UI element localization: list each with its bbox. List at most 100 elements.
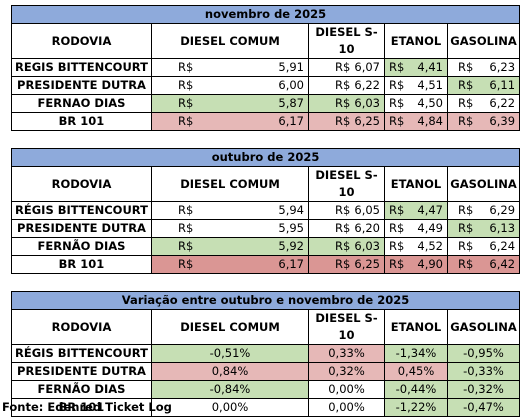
currency: R$ — [178, 239, 194, 253]
price-value: 6,11 — [489, 78, 516, 92]
variation-value: -0,95% — [446, 344, 521, 363]
road-name: PRESIDENTE DUTRA — [11, 219, 152, 238]
source-note: Fonte: Edenred Ticket Log — [2, 400, 172, 414]
currency: R$ — [389, 221, 405, 235]
price-value: 6,13 — [489, 221, 516, 235]
price-value: 6,24 — [489, 239, 516, 253]
price-cell: R$ 6,13 — [446, 219, 521, 238]
col-header-etanol: ETANOL — [384, 166, 448, 202]
currency: R$ — [335, 257, 351, 271]
price-cell: R$ 6,00 — [151, 76, 309, 95]
currency: R$ — [458, 96, 474, 110]
road-name: BR 101 — [11, 112, 152, 131]
price-value: 5,94 — [278, 203, 304, 217]
price-cell: R$ 5,94 — [151, 201, 309, 220]
price-value: 4,49 — [417, 221, 443, 235]
price-cell: R$ 4,41 — [384, 58, 448, 77]
table-row: BR 101 R$ 6,17 R$ 6,25 R$ 4,84 R$ 6,39 — [11, 112, 521, 131]
table-variacao: Variação entre outubro e novembro de 202… — [10, 291, 521, 417]
currency: R$ — [178, 203, 194, 217]
variation-value: -1,22% — [384, 398, 448, 417]
price-value: 6,20 — [354, 221, 380, 235]
price-value: 6,42 — [489, 257, 516, 271]
table-row: PRESIDENTE DUTRA R$ 6,00 R$ 6,22 R$ 4,51 R$… — [11, 76, 521, 95]
price-value: 6,25 — [354, 257, 380, 271]
road-name: BR 101 — [11, 255, 152, 274]
price-value: 4,51 — [417, 78, 443, 92]
col-header-etanol: ETANOL — [384, 23, 448, 59]
currency: R$ — [458, 221, 474, 235]
price-value: 5,91 — [278, 60, 304, 74]
table-row: FERNÃO DIAS -0,84% 0,00% -0,44% -0,32% — [11, 380, 521, 399]
currency: R$ — [458, 239, 474, 253]
col-header-diesel: DIESEL COMUM — [151, 309, 309, 345]
price-value: 6,22 — [489, 96, 516, 110]
price-cell: R$ 4,90 — [384, 255, 448, 274]
price-value: 6,39 — [489, 114, 516, 128]
price-cell: R$ 6,25 — [308, 255, 385, 274]
variation-value: -0,32% — [446, 380, 521, 399]
price-value: 6,03 — [354, 96, 380, 110]
price-cell: R$ 5,87 — [151, 94, 309, 113]
price-cell: R$ 4,47 — [384, 201, 448, 220]
price-value: 6,22 — [354, 78, 380, 92]
road-name: PRESIDENTE DUTRA — [11, 76, 152, 95]
table-row: FERNAO DIAS R$ 5,87 R$ 6,03 R$ 4,50 R$ 6,22 — [11, 94, 521, 113]
col-header-diesel-s10: DIESEL S-10 — [308, 166, 385, 202]
currency: R$ — [178, 114, 194, 128]
table-row: REGIS BITTENCOURT R$ 5,91 R$ 6,07 R$ 4,41 R… — [11, 58, 521, 77]
price-value: 4,50 — [417, 96, 443, 110]
price-cell: R$ 6,17 — [151, 255, 309, 274]
col-header-etanol: ETANOL — [384, 309, 448, 345]
price-value: 6,00 — [278, 78, 304, 92]
price-cell: R$ 4,84 — [384, 112, 448, 131]
road-name: REGIS BITTENCOURT — [11, 58, 152, 77]
currency: R$ — [389, 239, 405, 253]
price-cell: R$ 6,29 — [446, 201, 521, 220]
price-value: 5,87 — [278, 96, 304, 110]
currency: R$ — [335, 78, 351, 92]
price-cell: R$ 6,24 — [446, 237, 521, 256]
price-value: 5,92 — [278, 239, 304, 253]
price-cell: R$ 6,22 — [446, 94, 521, 113]
road-name: PRESIDENTE DUTRA — [11, 362, 152, 381]
price-cell: R$ 6,11 — [446, 76, 521, 95]
price-cell: R$ 6,42 — [446, 255, 521, 274]
currency: R$ — [389, 257, 405, 271]
variation-value: -1,34% — [384, 344, 448, 363]
price-cell: R$ 6,17 — [151, 112, 309, 131]
road-name: RÉGIS BITTENCOURT — [11, 201, 152, 220]
table-row: RÉGIS BITTENCOURT -0,51% 0,33% -1,34% -0… — [11, 344, 521, 363]
price-cell: R$ 6,25 — [308, 112, 385, 131]
price-value: 6,03 — [354, 239, 380, 253]
table-row: PRESIDENTE DUTRA 0,84% 0,32% 0,45% -0,33… — [11, 362, 521, 381]
price-value: 4,52 — [417, 239, 443, 253]
price-value: 6,07 — [354, 60, 380, 74]
table-row: RÉGIS BITTENCOURT R$ 5,94 R$ 6,05 R$ 4,47 R… — [11, 201, 521, 220]
col-header-rodovia: RODOVIA — [11, 166, 152, 202]
col-header-diesel-s10: DIESEL S-10 — [308, 309, 385, 345]
road-name: FERNAO DIAS — [11, 94, 152, 113]
price-cell: R$ 4,52 — [384, 237, 448, 256]
col-header-gasolina: GASOLINA — [446, 23, 521, 59]
price-cell: R$ 4,51 — [384, 76, 448, 95]
price-value: 6,25 — [354, 114, 380, 128]
variation-value: -0,33% — [446, 362, 521, 381]
variation-value: 0,00% — [308, 380, 385, 399]
road-name: FERNÃO DIAS — [11, 237, 152, 256]
table-outubro: outubro de 2025 RODOVIA DIESEL COMUM DIE… — [10, 148, 521, 274]
price-value: 4,84 — [417, 114, 443, 128]
table-novembro: novembro de 2025 RODOVIA DIESEL COMUM DI… — [10, 5, 521, 131]
currency: R$ — [458, 203, 474, 217]
currency: R$ — [389, 78, 405, 92]
price-cell: R$ 6,03 — [308, 94, 385, 113]
variation-value: -0,44% — [384, 380, 448, 399]
currency: R$ — [458, 114, 474, 128]
price-cell: R$ 6,20 — [308, 219, 385, 238]
price-cell: R$ 6,07 — [308, 58, 385, 77]
currency: R$ — [335, 114, 351, 128]
variation-value: 0,32% — [308, 362, 385, 381]
table-row: BR 101 R$ 6,17 R$ 6,25 R$ 4,90 R$ 6,42 — [11, 255, 521, 274]
currency: R$ — [335, 239, 351, 253]
currency: R$ — [178, 78, 194, 92]
